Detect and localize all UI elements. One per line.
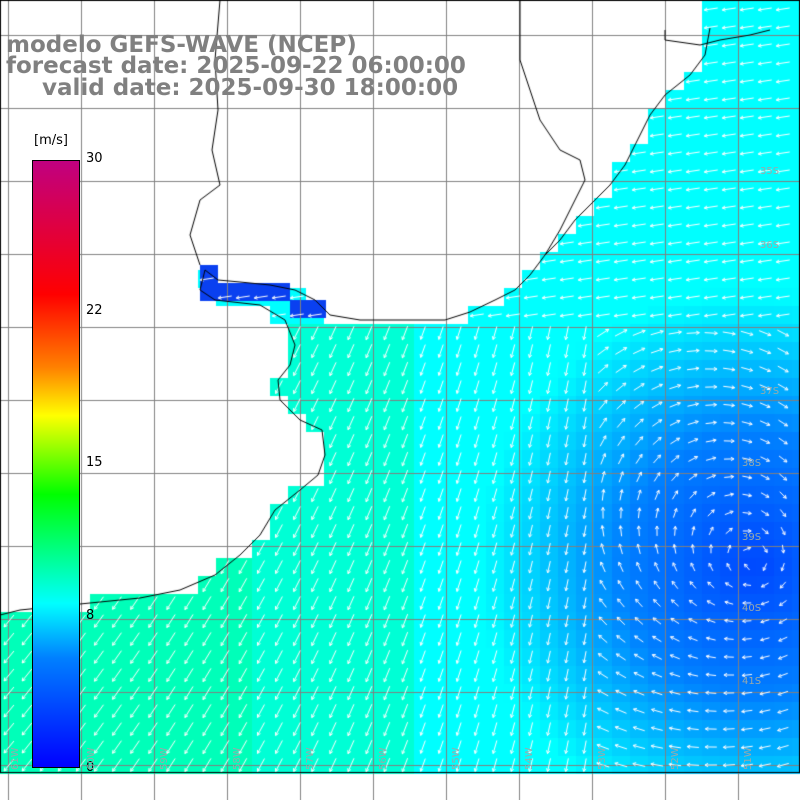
lon-label-51w: 51W bbox=[743, 747, 754, 770]
lon-label-58w: 58W bbox=[232, 747, 243, 770]
colorbar-tick-8: 8 bbox=[86, 608, 95, 623]
lon-label-55w: 55W bbox=[451, 747, 462, 770]
lat-label-37s: 37S bbox=[760, 386, 780, 397]
colorbar-tick-22: 22 bbox=[86, 303, 103, 318]
lat-label-41s: 41S bbox=[742, 676, 762, 687]
model-title: modelo GEFS-WAVE (NCEP) bbox=[6, 32, 357, 58]
lat-label-35s: 35S bbox=[760, 166, 780, 177]
forecast-date: forecast date: 2025-09-22 06:00:00 bbox=[6, 53, 466, 79]
lon-label-53w: 53W bbox=[597, 747, 608, 770]
lon-label-60w: 60W bbox=[86, 747, 97, 770]
colorbar-tick-30: 30 bbox=[86, 151, 103, 166]
lon-label-57w: 57W bbox=[305, 747, 316, 770]
lat-label-36s: 36S bbox=[760, 240, 780, 251]
lat-label-38s: 38S bbox=[742, 458, 762, 469]
lon-label-61w: 61W bbox=[10, 747, 21, 770]
lat-label-39s: 39S bbox=[742, 532, 762, 543]
valid-date: valid date: 2025-09-30 18:00:00 bbox=[42, 75, 459, 101]
colorbar-tick-0: 0 bbox=[86, 760, 95, 775]
lon-label-54w: 54W bbox=[524, 747, 535, 770]
lon-label-59w: 59W bbox=[159, 747, 170, 770]
lon-label-56w: 56W bbox=[378, 747, 389, 770]
colorbar bbox=[32, 160, 80, 768]
lon-label-52w: 52W bbox=[670, 747, 681, 770]
colorbar-tick-15: 15 bbox=[86, 455, 103, 470]
lat-label-40s: 40S bbox=[742, 603, 762, 614]
colorbar-unit: [m/s] bbox=[34, 133, 68, 148]
